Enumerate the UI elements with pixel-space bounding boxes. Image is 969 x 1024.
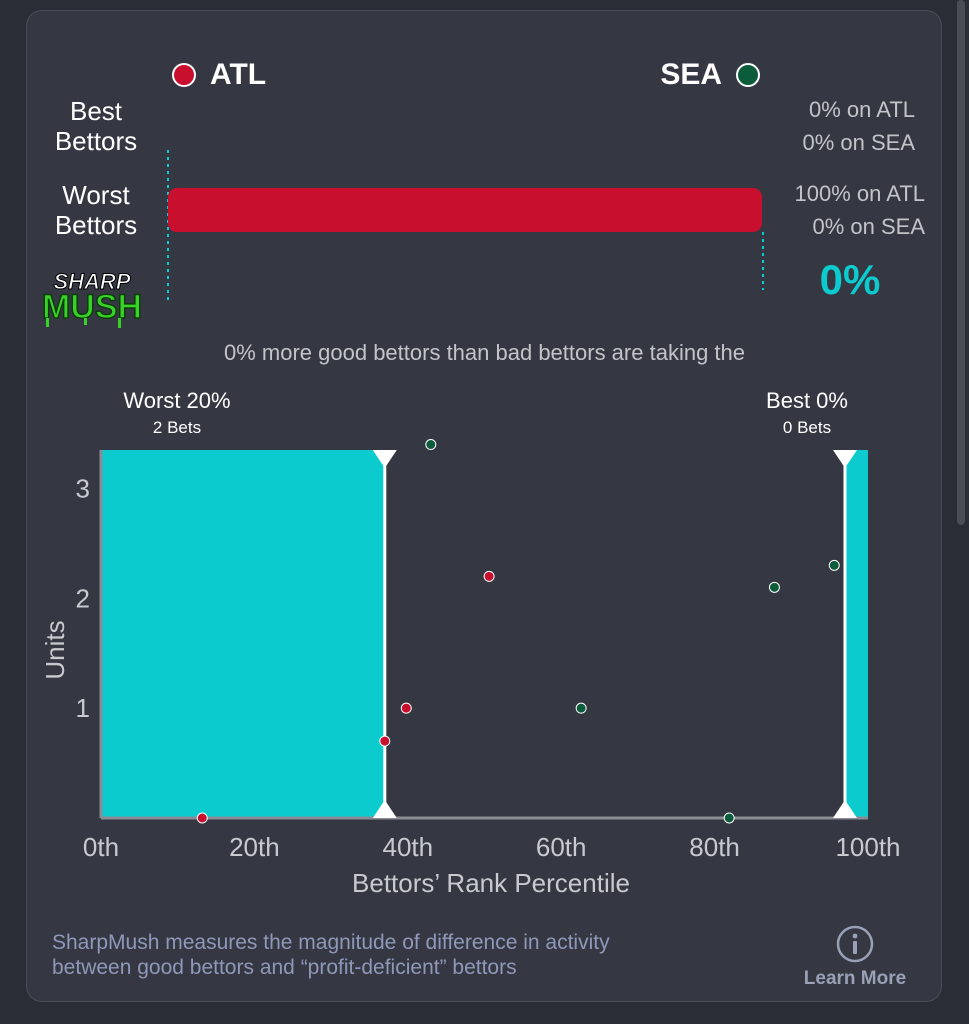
best-region-handle-bottom-triangle[interactable] bbox=[832, 800, 857, 818]
best-bettors-label: Best Bettors bbox=[36, 96, 156, 156]
best-pct-sea: 0% on SEA bbox=[802, 130, 915, 155]
y-tick-label: 2 bbox=[76, 583, 90, 613]
team-left-name: ATL bbox=[210, 58, 267, 91]
bet-point-atl[interactable] bbox=[483, 570, 495, 582]
footer-description: SharpMush measures the magnitude of diff… bbox=[52, 930, 772, 980]
best-region-bets: 0 Bets bbox=[783, 418, 831, 437]
worst-region-handle-top-triangle[interactable] bbox=[372, 450, 397, 468]
summary-text: 0% more good bettors than bad bettors ar… bbox=[224, 340, 745, 365]
y-tick-label: 1 bbox=[76, 693, 90, 723]
worst-label-line1: Worst bbox=[62, 180, 130, 210]
worst-bettors-pct: 100% on ATL 0% on SEA bbox=[740, 177, 925, 243]
info-icon[interactable] bbox=[835, 924, 875, 964]
bet-point-sea[interactable] bbox=[828, 559, 840, 571]
split-bars bbox=[167, 150, 764, 300]
sea-color-dot bbox=[736, 63, 760, 87]
worst-region-label: Worst 20% bbox=[123, 388, 230, 413]
learn-more-label[interactable]: Learn More bbox=[803, 968, 907, 989]
best-label-line2: Bettors bbox=[54, 126, 138, 156]
worst-region-bets: 2 Bets bbox=[153, 418, 201, 437]
x-tick-label: 80th bbox=[689, 832, 740, 862]
best-bettors-pct: 0% on ATL 0% on SEA bbox=[740, 93, 915, 159]
description-line2: between good bettors and “profit-deficie… bbox=[52, 956, 517, 979]
atl-color-dot bbox=[172, 63, 196, 87]
learn-more-button[interactable]: Learn More bbox=[800, 924, 910, 990]
y-tick-label: 3 bbox=[76, 473, 90, 503]
x-tick-label: 20th bbox=[229, 832, 280, 862]
logo-drip bbox=[118, 318, 121, 328]
x-tick-label: 0th bbox=[83, 832, 119, 862]
best-label-line1: Best bbox=[69, 96, 123, 126]
x-tick-label: 40th bbox=[382, 832, 433, 862]
x-axis-label: Bettors’ Rank Percentile bbox=[352, 868, 630, 898]
y-axis-label: Units bbox=[40, 620, 70, 679]
best-region-handle[interactable] bbox=[832, 450, 857, 818]
percentile-scatter-chart: 0th 20th 40th 60th 80th 100th 1 2 3 Bettors’ Ra… bbox=[40, 388, 901, 898]
x-tick-label: 100th bbox=[835, 832, 900, 862]
worst-pct-atl: 100% on ATL bbox=[794, 181, 925, 206]
worst-region-handle[interactable] bbox=[372, 450, 397, 818]
page-scrollbar[interactable] bbox=[957, 0, 965, 525]
best-region-fill bbox=[844, 450, 868, 818]
best-region-label: Best 0% bbox=[766, 388, 848, 413]
worst-pct-sea: 0% on SEA bbox=[812, 214, 925, 239]
logo-sharp: SHARP bbox=[53, 269, 130, 294]
bet-point-atl[interactable] bbox=[379, 735, 391, 747]
bet-point-sea[interactable] bbox=[425, 439, 437, 451]
worst-bettors-label: Worst Bettors bbox=[36, 180, 156, 240]
worst-region-handle-bottom-triangle[interactable] bbox=[372, 800, 397, 818]
sharpmush-score: 0% bbox=[819, 256, 881, 303]
team-right-name: SEA bbox=[660, 58, 722, 91]
bet-point-sea[interactable] bbox=[575, 702, 587, 714]
logo-drip bbox=[84, 318, 87, 325]
worst-bettors-bar bbox=[168, 188, 762, 232]
best-pct-atl: 0% on ATL bbox=[809, 97, 915, 122]
sharpmush-logo: SHARP MUSH bbox=[41, 269, 143, 328]
description-line1: SharpMush measures the magnitude of diff… bbox=[52, 931, 610, 954]
bet-point-atl[interactable] bbox=[400, 702, 412, 714]
logo-drip bbox=[46, 318, 49, 327]
bet-point-sea[interactable] bbox=[768, 581, 780, 593]
worst-label-line2: Bettors bbox=[54, 210, 138, 240]
x-tick-label: 60th bbox=[536, 832, 587, 862]
bet-point-atl[interactable] bbox=[196, 812, 208, 824]
logo-mush: MUSH bbox=[42, 288, 142, 326]
best-region-handle-top-triangle[interactable] bbox=[832, 450, 857, 468]
worst-region-fill bbox=[101, 450, 385, 818]
bet-point-sea[interactable] bbox=[723, 812, 735, 824]
